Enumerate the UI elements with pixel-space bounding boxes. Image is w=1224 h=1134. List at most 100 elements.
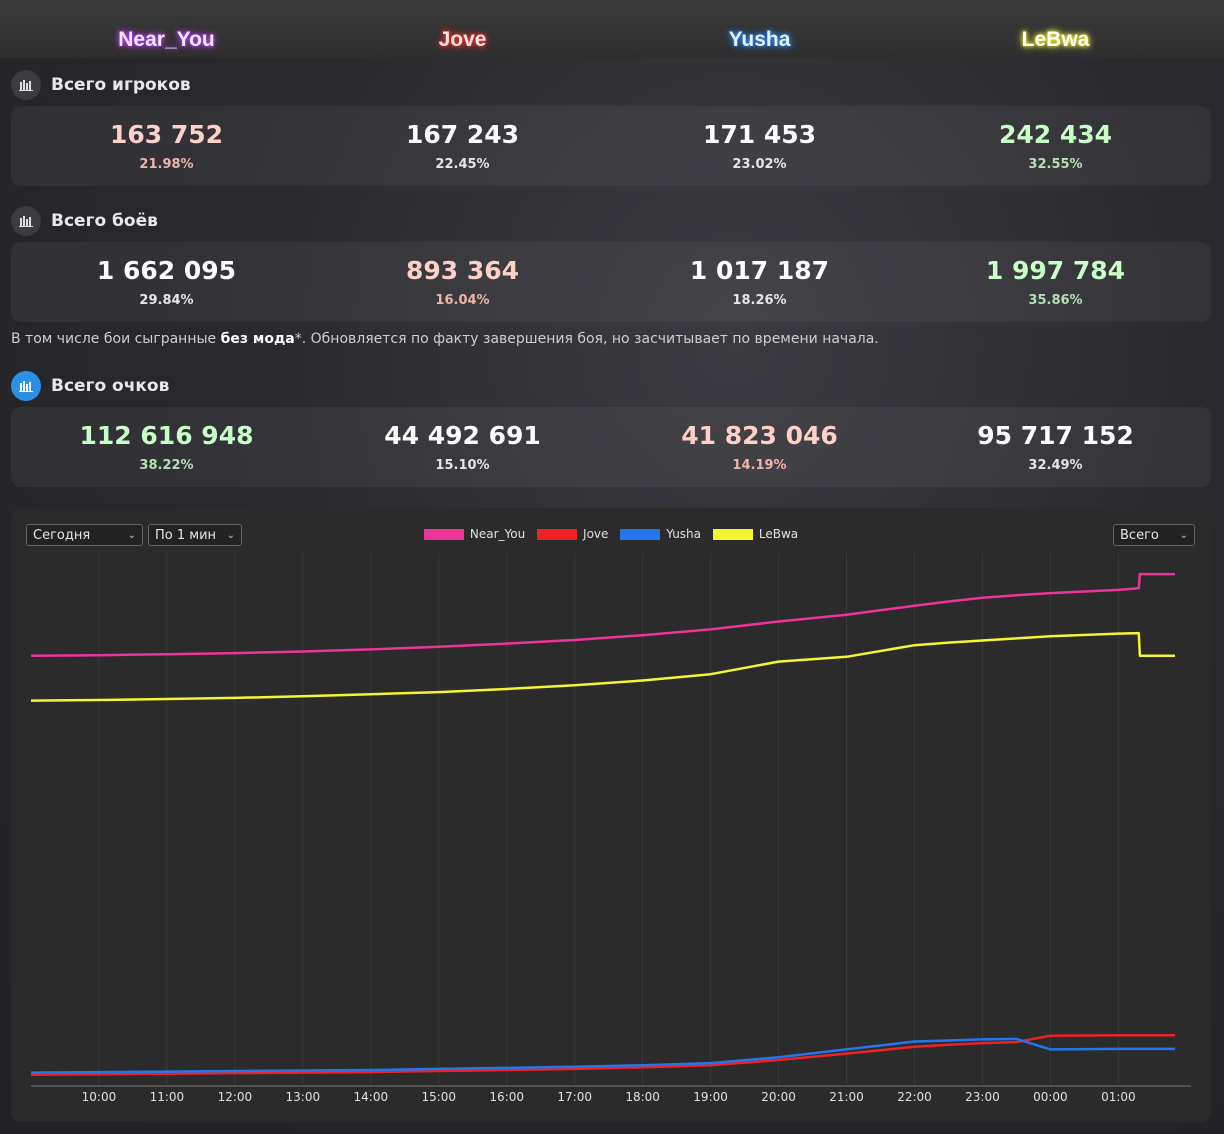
bar-chart-icon[interactable] [11,70,41,100]
x-tick-label: 17:00 [557,1090,592,1104]
streamer-name: Yusha [728,28,791,51]
stat-value: 1 662 095 [96,256,237,285]
legend-item[interactable]: Yusha [620,527,701,541]
x-tick-label: 20:00 [761,1090,796,1104]
series-line-jove [30,1033,1175,1076]
stat-item: 1 997 784 35.86% [907,242,1204,322]
stat-percent: 15.10% [435,458,490,473]
x-tick-label: 01:00 [1101,1090,1136,1104]
stat-item: 171 453 23.02% [611,106,908,186]
battles-section-header: Всего боёв [11,206,158,236]
stat-value: 44 492 691 [384,421,541,450]
battles-card: 1 662 095 29.84% 893 364 16.04% 1 017 18… [11,242,1211,322]
stat-value: 1 017 187 [689,256,830,285]
x-tick-label: 10:00 [82,1090,117,1104]
bar-chart-icon[interactable] [11,371,41,401]
stat-value: 893 364 [405,256,520,285]
legend-swatch [537,528,578,540]
players-card: 163 752 21.98% 167 243 22.45% 171 453 23… [11,106,1211,186]
stat-item: 1 017 187 18.26% [611,242,908,322]
stat-percent: 22.45% [435,157,490,172]
mode-select-value: Всего [1120,528,1159,543]
legend-swatch [423,528,464,540]
stat-item: 112 616 948 38.22% [18,407,315,487]
stat-percent: 23.02% [732,157,787,172]
battles-note: В том числе бои сыгранные без мода*. Обн… [11,331,879,347]
streamer-name: Jove [438,28,487,51]
period-select[interactable]: Сегодня ⌄ [26,524,143,546]
stat-item: 95 717 152 32.49% [907,407,1204,487]
x-tick-label: 16:00 [489,1090,524,1104]
x-tick-label: 13:00 [286,1090,321,1104]
note-bold: без мода [220,331,295,347]
note-text: *. Обновляется по факту завершения боя, … [294,331,879,347]
section-title: Всего боёв [51,211,158,231]
stat-value: 163 752 [109,120,224,149]
legend-item[interactable]: Near_You [423,527,526,541]
x-tick-label: 21:00 [829,1090,864,1104]
stat-item: 893 364 16.04% [314,242,611,322]
stat-item: 167 243 22.45% [314,106,611,186]
stat-percent: 38.22% [139,458,194,473]
stat-item: 44 492 691 15.10% [314,407,611,487]
stat-value: 242 434 [998,120,1113,149]
interval-select[interactable]: По 1 мин ⌄ [148,524,242,546]
players-section-header: Всего игроков [11,70,191,100]
chart-legend: Near_You Jove Yusha LeBwa [11,527,1211,543]
chevron-down-icon: ⌄ [226,530,235,541]
x-tick-label: 00:00 [1033,1090,1068,1104]
x-tick-label: 22:00 [897,1090,932,1104]
stat-percent: 32.49% [1028,458,1083,473]
stat-value: 112 616 948 [79,421,254,450]
points-card: 112 616 948 38.22% 44 492 691 15.10% 41 … [11,407,1211,487]
legend-label: LeBwa [758,527,799,541]
stat-percent: 29.84% [139,293,194,308]
streamer-name: LeBwa [1021,28,1090,51]
stat-value: 41 823 046 [681,421,838,450]
mode-select[interactable]: Всего ⌄ [1113,524,1195,546]
legend-item[interactable]: Jove [537,527,608,541]
bar-chart-icon[interactable] [11,206,41,236]
stat-item: 163 752 21.98% [18,106,315,186]
stat-item: 242 434 32.55% [907,106,1204,186]
stat-value: 167 243 [405,120,520,149]
streamer-header: Near_You Jove Yusha LeBwa [0,0,1224,58]
legend-swatch [712,528,753,540]
x-tick-label: 12:00 [218,1090,253,1104]
legend-swatch [620,528,661,540]
stat-percent: 14.19% [732,458,787,473]
series-line-near_you [30,572,1175,658]
stat-item: 1 662 095 29.84% [18,242,315,322]
interval-select-value: По 1 мин [155,528,217,543]
series-line-lebwa [30,631,1175,702]
x-tick-label: 19:00 [693,1090,728,1104]
stat-percent: 18.26% [732,293,787,308]
x-tick-label: 23:00 [965,1090,1000,1104]
points-chart-card: Сегодня ⌄ По 1 мин ⌄ Всего ⌄ Near_You Jo… [11,508,1211,1122]
note-text: В том числе бои сыгранные [11,331,221,347]
legend-item[interactable]: LeBwa [712,527,799,541]
stat-value: 1 997 784 [985,256,1126,285]
legend-label: Jove [583,527,609,541]
stat-percent: 16.04% [435,293,490,308]
stat-item: 41 823 046 14.19% [611,407,908,487]
points-line-chart[interactable]: 10:00 11:00 12:00 13:00 14:00 15:00 16:00 17:00… [11,508,1211,1122]
legend-label: Yusha [666,527,702,541]
chevron-down-icon: ⌄ [127,530,136,541]
stat-value: 171 453 [702,120,817,149]
streamer-name: Near_You [118,28,215,51]
chevron-down-icon: ⌄ [1179,530,1188,541]
x-tick-label: 14:00 [354,1090,389,1104]
stat-percent: 21.98% [139,157,194,172]
series-line-yusha [30,1037,1175,1074]
stat-percent: 32.55% [1028,157,1083,172]
points-section-header: Всего очков [11,371,169,401]
stat-percent: 35.86% [1028,293,1083,308]
x-tick-label: 11:00 [150,1090,185,1104]
section-title: Всего игроков [51,75,191,95]
x-tick-label: 18:00 [625,1090,660,1104]
stat-value: 95 717 152 [977,421,1134,450]
x-tick-label: 15:00 [421,1090,456,1104]
legend-label: Near_You [469,527,526,541]
section-title: Всего очков [51,376,170,396]
